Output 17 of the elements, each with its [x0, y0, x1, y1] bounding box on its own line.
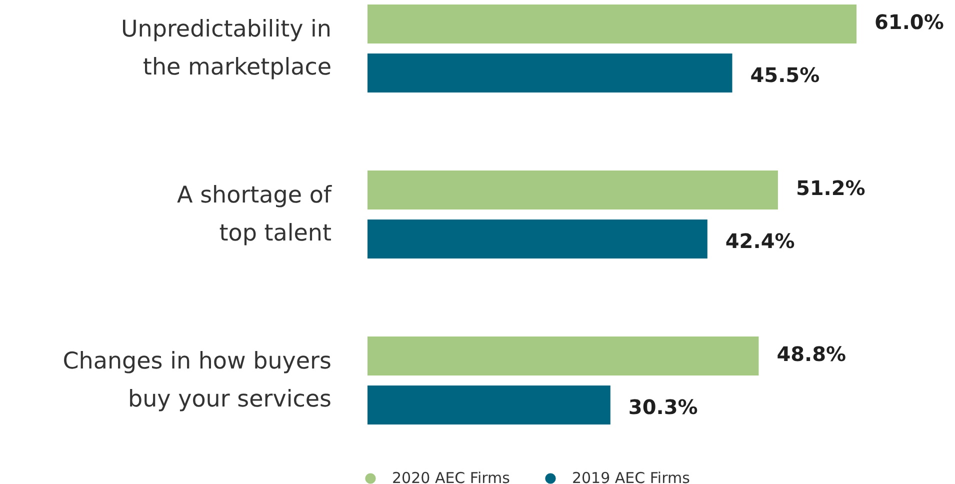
y-tick-label: Changes in how buyers buy your services [62, 348, 332, 412]
bar [368, 4, 856, 44]
bar [368, 170, 778, 210]
legend-label: 2020 AEC Firms [392, 469, 510, 484]
data-label: 30.3% [628, 395, 698, 419]
legend-label: 2019 AEC Firms [572, 469, 690, 484]
data-label: 48.8% [776, 342, 846, 366]
data-label: 61.0% [874, 10, 944, 34]
bar [368, 336, 759, 376]
data-label: 51.2% [796, 176, 866, 200]
data-label: 42.4% [725, 229, 795, 253]
y-tick-label: Unpredictability in the marketplace [120, 16, 332, 80]
bar [368, 220, 708, 258]
bar [368, 54, 732, 92]
y-tick-label: A shortage of top talent [177, 182, 332, 246]
data-label: 45.5% [750, 63, 820, 87]
bar [368, 386, 610, 424]
